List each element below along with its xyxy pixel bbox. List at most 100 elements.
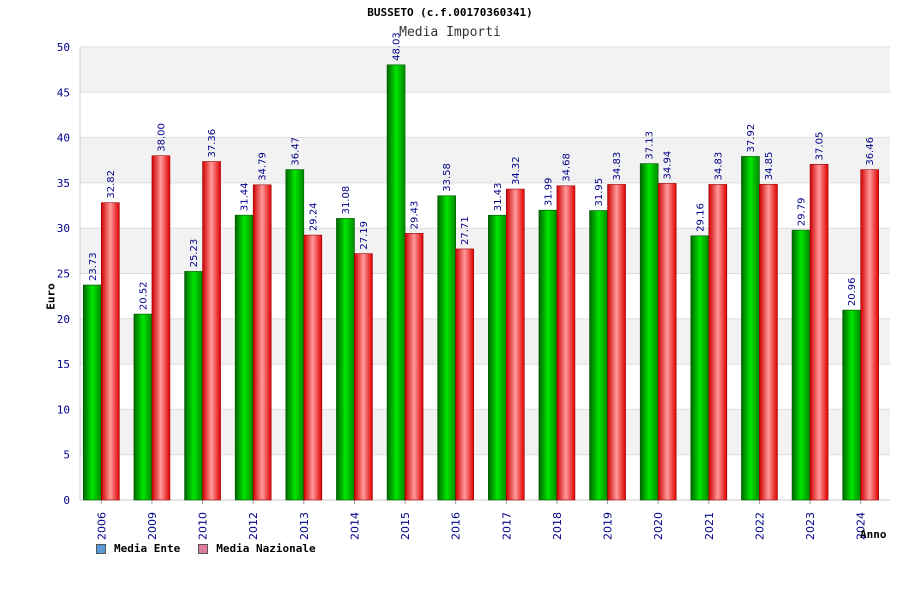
bar-media-ente bbox=[285, 169, 305, 501]
bar-media-nazionale bbox=[101, 202, 120, 501]
value-label: 36.46 bbox=[865, 137, 876, 166]
legend-item-nazionale: Media Nazionale bbox=[198, 542, 316, 555]
bar-media-ente bbox=[690, 235, 710, 501]
bar-media-nazionale bbox=[556, 185, 576, 501]
x-tick-label: 2020 bbox=[652, 512, 665, 540]
value-label: 34.32 bbox=[511, 156, 522, 185]
bar-media-ente bbox=[589, 210, 608, 501]
y-tick-label: 30 bbox=[57, 222, 70, 235]
chart-subtitle: Media Importi bbox=[399, 25, 501, 40]
y-tick-label: 0 bbox=[63, 494, 70, 507]
x-tick-label: 2014 bbox=[348, 512, 361, 540]
x-tick-label: 2015 bbox=[399, 512, 412, 540]
x-axis: 2006 2009 2010 2012 2013 2014 2015 2016 2017 2018… bbox=[80, 499, 890, 540]
x-tick-label: 2010 bbox=[197, 512, 210, 540]
bars bbox=[83, 64, 879, 501]
legend: Media Ente Media Nazionale bbox=[96, 542, 334, 555]
value-label: 25.23 bbox=[189, 239, 200, 268]
value-label: 38.00 bbox=[156, 123, 167, 152]
value-label: 37.13 bbox=[645, 131, 656, 160]
value-label: 34.85 bbox=[764, 152, 775, 181]
bar-media-nazionale bbox=[303, 234, 323, 501]
x-tick-label: 2016 bbox=[450, 512, 463, 540]
x-tick-label: 2009 bbox=[146, 512, 159, 540]
x-axis-label: Anno bbox=[860, 528, 887, 541]
value-label: 48.03 bbox=[392, 32, 403, 61]
bar-media-ente bbox=[842, 309, 861, 501]
y-tick-label: 15 bbox=[57, 358, 70, 371]
y-tick-label: 10 bbox=[57, 403, 70, 416]
value-label: 34.83 bbox=[713, 152, 724, 181]
value-label: 37.92 bbox=[746, 124, 757, 153]
bar-media-nazionale bbox=[607, 184, 626, 501]
value-label: 33.58 bbox=[442, 163, 453, 192]
value-label: 34.79 bbox=[258, 152, 269, 181]
bar-media-ente bbox=[437, 195, 456, 501]
legend-label-ente: Media Ente bbox=[114, 542, 181, 555]
y-axis: 0 5 10 15 20 25 30 35 40 45 50 bbox=[57, 41, 81, 507]
value-label: 34.68 bbox=[561, 153, 572, 182]
x-tick-label: 2018 bbox=[551, 512, 564, 540]
x-tick-label: 2017 bbox=[500, 512, 513, 540]
bar-media-nazionale bbox=[860, 169, 879, 501]
x-tick-label: 2024 bbox=[855, 512, 868, 540]
value-label: 29.79 bbox=[797, 197, 808, 226]
value-label: 27.71 bbox=[460, 216, 471, 245]
x-tick-label: 2022 bbox=[753, 512, 766, 540]
x-tick-label: 2012 bbox=[247, 512, 260, 540]
value-label: 34.94 bbox=[663, 151, 674, 180]
legend-swatch-ente bbox=[96, 543, 106, 554]
bar-media-ente bbox=[639, 163, 659, 501]
value-labels: 23.73 32.82 20.52 38.00 25.23 37.36 31.44 34.79… bbox=[88, 32, 876, 310]
y-tick-label: 45 bbox=[57, 86, 70, 99]
bar-media-ente bbox=[184, 271, 203, 501]
x-tick-label: 2021 bbox=[703, 512, 716, 540]
bar-media-nazionale bbox=[202, 161, 221, 501]
bar-media-nazionale bbox=[151, 155, 171, 501]
bar-media-ente bbox=[538, 209, 558, 501]
y-axis-label: Euro bbox=[44, 283, 58, 310]
x-tick-label: 2006 bbox=[95, 512, 108, 540]
y-tick-label: 50 bbox=[57, 41, 70, 54]
bar-media-ente bbox=[234, 214, 254, 501]
value-label: 34.83 bbox=[612, 152, 623, 181]
y-tick-label: 40 bbox=[57, 132, 70, 145]
value-label: 27.19 bbox=[359, 221, 370, 250]
bar-media-nazionale bbox=[759, 183, 778, 501]
bar-media-nazionale bbox=[809, 164, 829, 501]
value-label: 20.52 bbox=[138, 281, 149, 310]
value-label: 31.95 bbox=[594, 178, 605, 207]
y-tick-label: 35 bbox=[57, 177, 70, 190]
bar-media-ente bbox=[386, 64, 406, 501]
bar-media-nazionale bbox=[252, 184, 272, 501]
bar-media-nazionale bbox=[354, 253, 373, 501]
x-tick-label: 2013 bbox=[298, 512, 311, 540]
value-label: 29.24 bbox=[308, 202, 319, 231]
legend-item-ente: Media Ente bbox=[96, 542, 180, 555]
value-label: 31.44 bbox=[240, 183, 251, 212]
bar-media-nazionale bbox=[506, 188, 525, 501]
bar-media-nazionale bbox=[708, 184, 728, 501]
legend-label-nazionale: Media Nazionale bbox=[216, 542, 316, 555]
chart-title: BUSSETO (c.f.00170360341) bbox=[367, 6, 533, 19]
value-label: 36.47 bbox=[290, 137, 301, 166]
legend-swatch-nazionale bbox=[198, 543, 209, 554]
x-tick-label: 2019 bbox=[602, 512, 615, 540]
bar-media-ente bbox=[488, 214, 507, 501]
plot-band bbox=[80, 47, 890, 93]
value-label: 23.73 bbox=[88, 252, 99, 281]
bar-media-nazionale bbox=[404, 233, 424, 501]
y-tick-label: 5 bbox=[63, 449, 70, 462]
value-label: 29.16 bbox=[695, 203, 706, 232]
bar-media-ente bbox=[336, 218, 355, 501]
value-label: 32.82 bbox=[106, 170, 117, 199]
plot-band bbox=[80, 92, 890, 138]
value-label: 37.05 bbox=[815, 132, 826, 161]
y-tick-label: 20 bbox=[57, 313, 70, 326]
y-tick-label: 25 bbox=[57, 268, 70, 281]
bar-media-ente bbox=[791, 229, 811, 501]
bar-media-nazionale bbox=[455, 248, 474, 501]
bar-media-nazionale bbox=[657, 183, 677, 501]
bar-media-ente bbox=[83, 284, 102, 501]
